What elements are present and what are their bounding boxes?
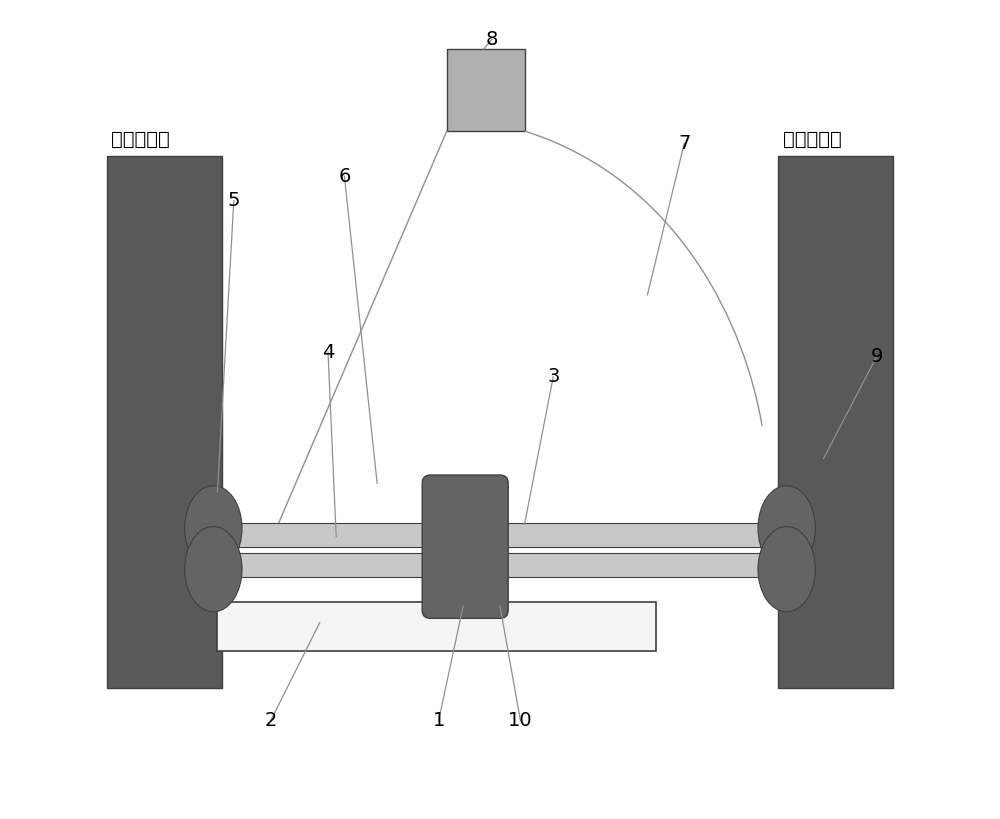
Text: 6: 6 (338, 166, 351, 186)
Bar (217, 523, 430, 547)
Text: 8: 8 (486, 29, 498, 49)
Ellipse shape (758, 527, 815, 612)
Bar (107, 156, 222, 688)
Ellipse shape (758, 486, 815, 571)
Text: 9: 9 (871, 346, 883, 366)
Text: 建筑物墙体: 建筑物墙体 (783, 129, 841, 149)
Ellipse shape (185, 486, 242, 571)
Text: 建筑物墙体: 建筑物墙体 (111, 129, 170, 149)
Bar (447, 49, 525, 131)
Text: 5: 5 (228, 191, 240, 210)
Bar (425, 573, 433, 604)
Bar (217, 602, 656, 651)
Text: 1: 1 (432, 711, 445, 731)
Bar (500, 553, 783, 577)
Bar (778, 156, 893, 688)
Text: 7: 7 (678, 133, 690, 153)
Ellipse shape (185, 527, 242, 612)
Bar (498, 573, 506, 604)
Bar (217, 553, 430, 577)
Text: 3: 3 (547, 367, 559, 387)
Bar (500, 523, 783, 547)
FancyBboxPatch shape (422, 475, 508, 618)
Text: 10: 10 (508, 711, 533, 731)
Text: 2: 2 (264, 711, 277, 731)
Text: 4: 4 (322, 342, 334, 362)
